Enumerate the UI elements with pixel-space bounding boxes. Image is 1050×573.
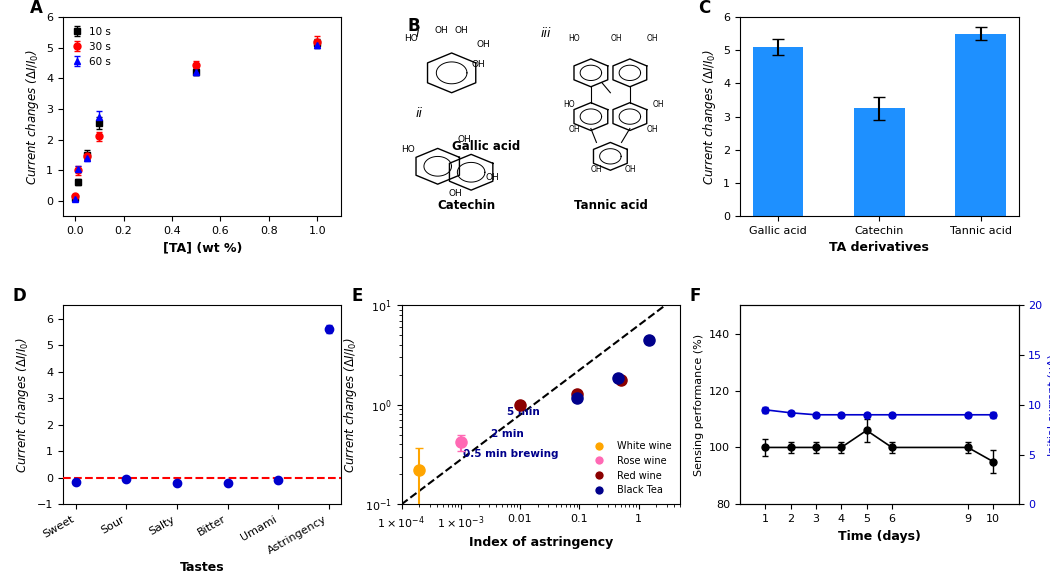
Text: OH: OH — [435, 26, 448, 35]
Text: OH: OH — [455, 26, 468, 35]
Y-axis label: Current changes ($\Delta I/I_0$): Current changes ($\Delta I/I_0$) — [15, 337, 32, 473]
Bar — [854, 108, 905, 216]
Text: Catechin: Catechin — [438, 199, 496, 212]
Y-axis label: Sensing performance (%): Sensing performance (%) — [694, 334, 704, 476]
Text: iii: iii — [541, 27, 551, 40]
Text: C: C — [698, 0, 711, 17]
Text: F: F — [690, 288, 701, 305]
Text: OH: OH — [625, 165, 636, 174]
X-axis label: [TA] (wt %): [TA] (wt %) — [163, 241, 242, 254]
Text: OH: OH — [471, 60, 485, 69]
Text: i: i — [416, 27, 419, 40]
Y-axis label: Current changes ($\Delta I/I_0$): Current changes ($\Delta I/I_0$) — [700, 49, 717, 185]
Text: OH: OH — [457, 135, 471, 144]
Legend: White wine, Rose wine, Red wine, Black Tea: White wine, Rose wine, Red wine, Black T… — [586, 437, 675, 500]
X-axis label: Index of astringency: Index of astringency — [468, 536, 613, 549]
Text: A: A — [29, 0, 42, 17]
Text: OH: OH — [652, 100, 664, 109]
Text: Tannic acid: Tannic acid — [574, 199, 648, 212]
Text: OH: OH — [477, 40, 490, 49]
X-axis label: Tastes: Tastes — [180, 562, 225, 573]
Text: B: B — [407, 17, 420, 35]
Text: 5 min: 5 min — [507, 407, 540, 417]
Text: 2 min: 2 min — [490, 429, 523, 439]
Y-axis label: Current changes ($\Delta I/I_0$): Current changes ($\Delta I/I_0$) — [342, 337, 359, 473]
Text: ii: ii — [416, 107, 422, 120]
Text: HO: HO — [563, 100, 574, 109]
X-axis label: Time (days): Time (days) — [838, 529, 921, 543]
Text: OH: OH — [610, 34, 622, 43]
Text: HO: HO — [404, 34, 418, 43]
Text: OH: OH — [591, 165, 603, 174]
Y-axis label: Current changes ($\Delta I/I_0$): Current changes ($\Delta I/I_0$) — [23, 49, 41, 185]
Text: OH: OH — [647, 125, 658, 135]
Text: OH: OH — [569, 125, 581, 135]
Text: OH: OH — [448, 189, 463, 198]
Text: OH: OH — [647, 34, 658, 43]
Text: E: E — [352, 288, 362, 305]
Text: HO: HO — [569, 34, 581, 43]
Text: HO: HO — [401, 146, 415, 154]
Y-axis label: Initial current (μA): Initial current (μA) — [1048, 354, 1050, 456]
Text: Gallic acid: Gallic acid — [452, 140, 520, 154]
Text: D: D — [13, 288, 26, 305]
Text: OH: OH — [485, 173, 499, 182]
Bar — [956, 34, 1006, 216]
Bar — [753, 47, 803, 216]
Legend: 10 s, 30 s, 60 s: 10 s, 30 s, 60 s — [68, 22, 116, 71]
X-axis label: TA derivatives: TA derivatives — [830, 241, 929, 254]
Text: 0.5 min brewing: 0.5 min brewing — [463, 449, 559, 458]
